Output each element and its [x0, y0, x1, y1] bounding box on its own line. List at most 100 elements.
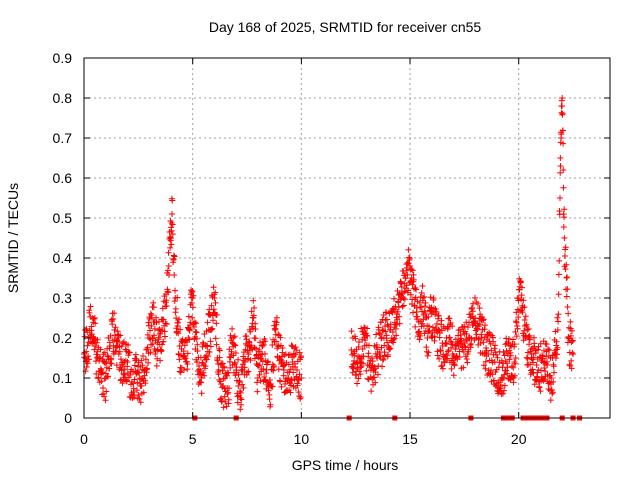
- data-point: [104, 373, 111, 380]
- data-point: [493, 351, 500, 358]
- data-point: [206, 311, 213, 318]
- data-point: [192, 328, 199, 335]
- data-point: [124, 359, 131, 365]
- data-point: [416, 336, 423, 343]
- data-point: [164, 288, 171, 295]
- data-point: [168, 227, 175, 234]
- data-point: [483, 345, 490, 352]
- data-point: [208, 302, 215, 309]
- data-point: [553, 338, 560, 345]
- data-point: [142, 380, 149, 387]
- data-point: [171, 253, 178, 260]
- data-point: [185, 335, 192, 341]
- data-point: [549, 390, 556, 397]
- data-point: [177, 326, 184, 333]
- data-point: [351, 357, 358, 364]
- data-point: [193, 329, 200, 336]
- data-point: [164, 267, 171, 274]
- data-point: [107, 332, 114, 339]
- data-point: [567, 318, 574, 325]
- data-point: [188, 289, 195, 296]
- data-point: [497, 381, 504, 388]
- data-point: [192, 320, 199, 327]
- data-point: [513, 333, 520, 340]
- data-point: [438, 327, 445, 334]
- data-point: [145, 359, 152, 366]
- data-point: [504, 370, 511, 377]
- data-point: [492, 342, 499, 349]
- data-point: [216, 354, 223, 361]
- data-point: [84, 360, 91, 367]
- data-point: [252, 345, 259, 352]
- data-point: [477, 340, 484, 347]
- data-point: [384, 321, 391, 328]
- data-point: [294, 367, 301, 373]
- data-point: [501, 387, 508, 394]
- data-point: [155, 334, 162, 341]
- data-point: [513, 319, 520, 326]
- data-point: [478, 335, 485, 341]
- data-point: [171, 298, 178, 305]
- data-point: [476, 335, 483, 342]
- data-point: [409, 267, 416, 274]
- data-point: [263, 370, 270, 377]
- data-point: [569, 337, 576, 344]
- data-point: [132, 357, 139, 364]
- data-point: [215, 367, 222, 373]
- data-point: [419, 282, 426, 289]
- data-point: [431, 333, 438, 340]
- data-point: [144, 365, 151, 372]
- data-point: [520, 297, 527, 304]
- data-point: [348, 328, 355, 335]
- data-point: [130, 385, 137, 392]
- data-point: [439, 365, 446, 372]
- y-tick-label: 0.7: [53, 130, 73, 146]
- data-point: [235, 382, 242, 389]
- data-point: [103, 388, 110, 395]
- data-point: [170, 252, 177, 259]
- data-point: [478, 331, 485, 338]
- data-point: [260, 341, 267, 348]
- data-point: [425, 313, 432, 320]
- data-point: [500, 374, 507, 381]
- data-point: [106, 365, 113, 372]
- data-point: [95, 374, 102, 381]
- data-point: [296, 349, 303, 356]
- data-point: [394, 316, 401, 323]
- data-point: [404, 271, 411, 278]
- data-point: [150, 304, 157, 311]
- data-point: [399, 303, 406, 310]
- data-point: [189, 288, 196, 295]
- data-point: [240, 385, 247, 392]
- data-point: [189, 304, 196, 311]
- data-point: [401, 296, 408, 303]
- data-point: [570, 351, 577, 357]
- data-point: [212, 335, 219, 342]
- x-tick-label: 5: [189, 431, 197, 447]
- data-point: [534, 369, 541, 376]
- data-point: [245, 368, 252, 375]
- data-point: [559, 95, 566, 101]
- data-point: [499, 390, 506, 397]
- data-point: [548, 375, 555, 381]
- data-point: [446, 335, 453, 341]
- data-point: [231, 341, 238, 348]
- axis-ticks: [83, 57, 610, 419]
- data-point: [468, 340, 475, 347]
- data-point: [209, 325, 216, 332]
- data-point: [426, 323, 433, 330]
- data-point: [238, 396, 245, 403]
- data-point: [168, 241, 175, 248]
- data-point: [136, 395, 143, 402]
- data-point: [290, 369, 297, 376]
- data-point: [398, 279, 405, 286]
- data-point: [266, 396, 273, 403]
- data-point: [510, 336, 517, 343]
- data-point: [172, 305, 179, 312]
- data-point: [175, 319, 182, 326]
- data-point: [261, 373, 268, 380]
- data-point: [247, 357, 254, 364]
- data-point: [127, 371, 134, 378]
- data-point: [148, 323, 155, 330]
- data-point: [190, 292, 197, 299]
